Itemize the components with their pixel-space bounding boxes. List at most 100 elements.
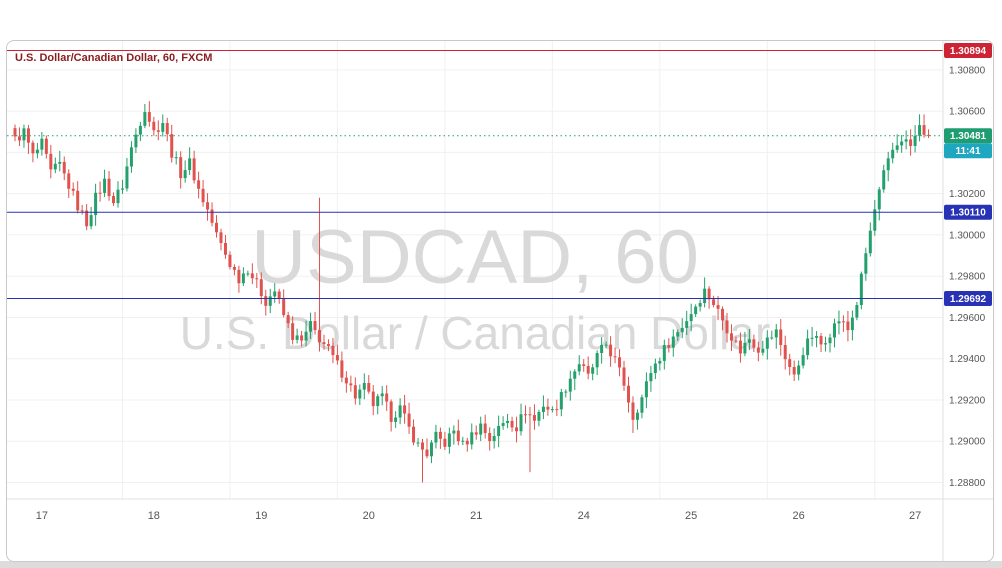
candle-body xyxy=(147,112,151,122)
price-tick-label: 1.29200 xyxy=(949,395,986,406)
candle-body xyxy=(250,273,254,279)
grid-layer xyxy=(7,41,943,499)
time-tick-label: 21 xyxy=(470,510,482,522)
candle-body xyxy=(371,391,375,407)
candle-body xyxy=(259,279,263,297)
candle-body xyxy=(815,336,819,338)
price-labels: 1.30894 1.30110 1.29692 1.30481 11:41 xyxy=(944,42,992,306)
candle-body xyxy=(403,405,407,414)
candle-body xyxy=(223,242,227,255)
time-tick-label: 19 xyxy=(255,510,267,522)
candle-body xyxy=(443,438,447,447)
candle-body xyxy=(241,273,245,284)
candle-body xyxy=(479,423,483,435)
candle-body xyxy=(564,391,568,393)
candle-body xyxy=(331,345,335,356)
candle-body xyxy=(909,139,913,146)
candle-body xyxy=(873,209,877,231)
candle-body xyxy=(774,329,778,338)
candle-body xyxy=(900,141,904,146)
candle-body xyxy=(228,254,232,267)
price-tick-label: 1.30800 xyxy=(949,65,986,76)
candle-body xyxy=(891,149,895,159)
candle-body xyxy=(671,336,675,348)
candle-body xyxy=(613,356,617,358)
candle-body xyxy=(201,188,205,203)
candle-body xyxy=(859,273,863,306)
candle-body xyxy=(309,321,313,332)
candle-body xyxy=(783,344,787,360)
candle-body xyxy=(161,123,165,132)
candle-body xyxy=(367,382,371,392)
candle-body xyxy=(85,210,89,227)
candle-body xyxy=(631,402,635,420)
candle-body xyxy=(232,266,236,270)
candle-body xyxy=(712,299,716,306)
candle-body xyxy=(841,321,845,323)
candle-body xyxy=(523,414,527,416)
candle-body xyxy=(819,336,823,345)
price-label-alert xyxy=(944,42,992,58)
candle-body xyxy=(676,332,680,337)
candle-body xyxy=(635,412,639,420)
candle-body xyxy=(573,371,577,379)
candle-body xyxy=(618,357,622,368)
candle-body xyxy=(165,123,169,135)
candle-body xyxy=(322,342,326,345)
candle-body xyxy=(438,431,442,439)
candle-body xyxy=(698,303,702,307)
chart-widget: U.S. Dollar/Canadian Dollar, 60, FXCM US… xyxy=(6,40,994,562)
price-tick-label: 1.29000 xyxy=(949,437,986,448)
candle-body xyxy=(559,392,563,410)
candle-body xyxy=(716,305,720,309)
candle-body xyxy=(577,364,581,372)
candle-body xyxy=(756,347,760,353)
candle-body xyxy=(801,355,805,366)
time-tick-label: 17 xyxy=(36,510,48,522)
candle-body xyxy=(98,192,102,194)
candle-body xyxy=(264,296,268,306)
page-bottom-strip xyxy=(0,561,1002,568)
candle-body xyxy=(913,135,917,146)
candle-body xyxy=(255,278,259,280)
candle-body xyxy=(506,420,510,424)
candle-body xyxy=(868,230,872,254)
candle-body xyxy=(927,134,931,136)
candle-body xyxy=(837,321,841,324)
time-tick-label: 18 xyxy=(148,510,160,522)
price-tick-label: 1.29800 xyxy=(949,272,986,283)
price-tick-label: 1.28800 xyxy=(949,478,986,489)
watermark-name: U.S. Dollar / Canadian Dollar xyxy=(180,307,771,359)
candle-body xyxy=(729,333,733,341)
candle-body xyxy=(94,192,98,216)
candle-body xyxy=(380,393,384,397)
candle-body xyxy=(143,112,147,126)
symbol-title: U.S. Dollar/Canadian Dollar, 60, FXCM xyxy=(15,52,213,64)
candle-body xyxy=(828,337,832,344)
candle-body xyxy=(797,365,801,375)
candle-body xyxy=(734,340,738,342)
time-tick-label: 24 xyxy=(578,510,590,522)
candle-body xyxy=(792,367,796,375)
candle-body xyxy=(918,125,922,136)
candle-body xyxy=(488,433,492,442)
candle-body xyxy=(44,138,48,154)
candle-body xyxy=(40,138,44,150)
candle-body xyxy=(385,393,389,402)
candle-body xyxy=(609,344,613,357)
candle-body xyxy=(58,161,62,164)
candle-body xyxy=(765,337,769,349)
price-label-support-upper xyxy=(944,204,992,220)
candle-body xyxy=(340,360,344,378)
candle-body xyxy=(358,389,362,399)
candle-body xyxy=(13,128,17,137)
candle-body xyxy=(626,385,630,403)
candle-body xyxy=(788,359,792,368)
countdown-label-text: 11:41 xyxy=(955,146,980,157)
candle-body xyxy=(425,449,429,457)
candle-body xyxy=(421,442,425,450)
price-label-support-lower xyxy=(944,290,992,306)
time-axis[interactable]: 17 18 19 20 21 24 25 26 27 xyxy=(7,498,993,522)
candle-body xyxy=(304,331,308,341)
chart-svg[interactable]: USDCAD, 60 U.S. Dollar / Canadian Dollar 1… xyxy=(7,41,993,561)
